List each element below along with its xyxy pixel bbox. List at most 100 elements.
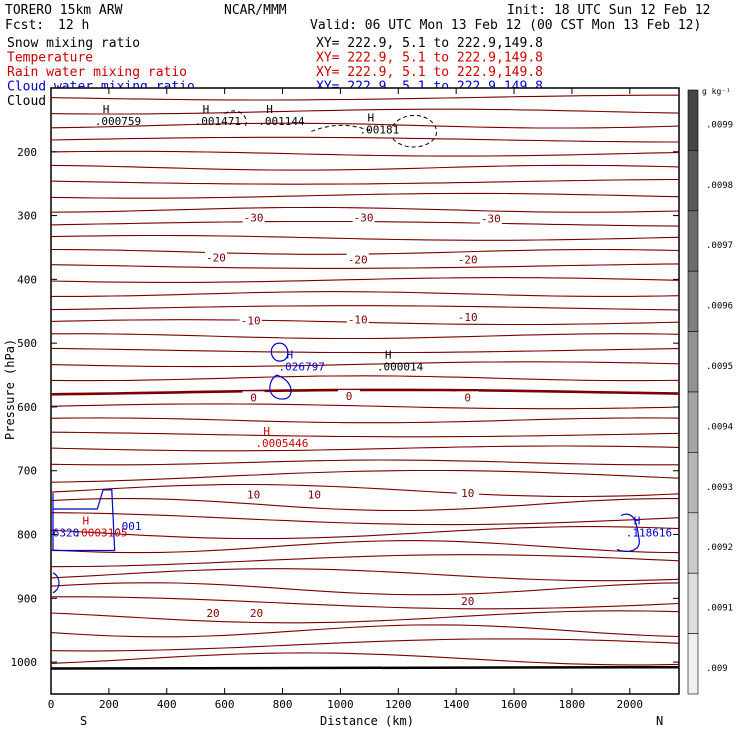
cloud-ice-contour xyxy=(311,124,372,132)
temperature-label: 0 xyxy=(346,390,353,403)
temperature-contour xyxy=(50,277,680,283)
temperature-contour xyxy=(50,459,679,466)
extremum-mark: H xyxy=(634,515,641,528)
temperature-contour xyxy=(50,582,680,596)
x-tick-label: 400 xyxy=(157,698,177,711)
legend-name-0: Snow mixing ratio xyxy=(7,36,140,51)
temperature-contour xyxy=(51,291,680,297)
temperature-contour xyxy=(50,122,680,129)
temperature-label-bg xyxy=(346,253,369,266)
y-tick-label: 700 xyxy=(17,465,37,478)
temperature-contour xyxy=(50,388,680,396)
x-tick-label: 600 xyxy=(215,698,235,711)
snow-cloud-ice-contours xyxy=(224,110,437,148)
temperature-contour xyxy=(50,554,680,568)
temperature-contour xyxy=(50,108,680,115)
extremum-mark: H xyxy=(263,425,270,438)
temperature-contour xyxy=(50,347,680,354)
colorbar-label: .0095 xyxy=(706,362,733,372)
temperature-label: -30 xyxy=(354,211,374,224)
extremum-value: .001471 xyxy=(195,115,241,128)
colorbar-label: .0094 xyxy=(706,422,733,432)
colorbar: .0099 .0098 .0097 .0096 .0095 .0094 .0093 .0092… xyxy=(687,87,733,695)
temperature-label-bg xyxy=(245,606,268,619)
x-tick-label: 1400 xyxy=(443,698,470,711)
legend-name-1: Temperature xyxy=(7,51,93,66)
temperature-contour xyxy=(50,526,680,540)
header-fcst-label: Fcst: xyxy=(5,18,44,33)
south-label: S xyxy=(80,714,87,728)
colorbar-label: .0096 xyxy=(706,302,733,312)
colorbar-swatch xyxy=(687,452,699,514)
colorbar-label: .0098 xyxy=(706,181,733,191)
colorbar-swatch xyxy=(687,633,699,695)
temperature-label-bg xyxy=(202,606,225,619)
temperature-contour xyxy=(50,94,679,101)
header-init: Init: 18 UTC Sun 12 Feb 12 xyxy=(507,3,711,18)
temperature-contour xyxy=(50,305,680,311)
temperature-contour xyxy=(50,375,680,382)
temperature-contour xyxy=(50,483,680,498)
temperature-label-bg xyxy=(242,391,265,404)
temperature-label: 0 xyxy=(250,391,257,404)
legend-xy-2: XY= 222.9, 5.1 to 222.9,149.8 xyxy=(316,65,543,80)
extremum-value: .118616 xyxy=(626,527,672,540)
extremum-value: 6320 xyxy=(53,527,80,540)
temperature-contour xyxy=(50,469,680,483)
temperature-label-bg xyxy=(479,212,502,225)
x-tick-label: 1800 xyxy=(559,698,586,711)
temperature-label-bg xyxy=(352,211,375,224)
temperature-contour xyxy=(50,498,679,512)
extremum-value: .0005446 xyxy=(255,437,308,450)
temperature-label: 0 xyxy=(464,391,471,404)
cloud-water-contour xyxy=(269,342,292,400)
colorbar-swatch xyxy=(687,210,699,272)
axes: 0 200 400 600 800 1000 1200 1400 1600 1800 2000200… xyxy=(11,88,679,711)
temperature-label-bg xyxy=(204,251,227,264)
colorbar-label: .0092 xyxy=(706,543,733,553)
extremum-mark: H xyxy=(266,103,273,116)
temperature-label: 10 xyxy=(308,488,321,501)
x-tick-label: 200 xyxy=(99,698,119,711)
extremum-value: .000014 xyxy=(377,361,424,374)
temperature-contour xyxy=(50,192,680,199)
temperature-contour xyxy=(50,610,680,624)
temperature-contour xyxy=(50,568,680,582)
cloud-ice-contour xyxy=(224,110,247,128)
temperature-label: -20 xyxy=(206,252,226,265)
extremum-value: .001144 xyxy=(258,115,305,128)
cloud-water-contour xyxy=(616,513,640,552)
temperature-contour xyxy=(50,403,680,410)
extremum-mark: H xyxy=(287,349,294,362)
temperature-label: -10 xyxy=(458,311,478,324)
temperature-contour xyxy=(50,234,680,241)
temperature-label: 10 xyxy=(247,488,260,501)
colorbar-unit: g kg⁻¹ xyxy=(702,87,731,96)
extremum-value: .00181 xyxy=(360,123,400,136)
temperature-label-bg xyxy=(456,486,479,499)
y-tick-label: 900 xyxy=(17,592,37,605)
temperature-contour xyxy=(50,512,680,526)
y-tick-label: 1000 xyxy=(11,656,38,669)
extremum-mark: H xyxy=(368,111,375,124)
colorbar-swatch xyxy=(687,512,699,574)
temperature-contour xyxy=(50,178,680,185)
temperature-label: 20 xyxy=(461,595,474,608)
temperature-contour xyxy=(50,431,680,438)
temperature-contour xyxy=(51,333,680,340)
colorbar-swatch xyxy=(687,331,699,393)
x-tick-label: 1600 xyxy=(501,698,528,711)
colorbar-swatch xyxy=(687,150,699,212)
header-org: NCAR/MMM xyxy=(224,3,287,18)
temperature-label-bg xyxy=(338,390,361,403)
temperature-contour xyxy=(50,263,680,269)
legend-xy-0: XY= 222.9, 5.1 to 222.9,149.8 xyxy=(316,36,543,51)
temperature-label-bg xyxy=(456,391,479,404)
extremum-mark: H xyxy=(385,349,392,362)
legend-name-2: Rain water mixing ratio xyxy=(7,65,187,80)
cloud-water-contour xyxy=(52,572,60,594)
extremum-mark: H xyxy=(82,515,89,528)
temperature-label-bg xyxy=(242,211,265,224)
temperature-label: 20 xyxy=(206,607,219,620)
colorbar-label: .0099 xyxy=(706,120,733,130)
